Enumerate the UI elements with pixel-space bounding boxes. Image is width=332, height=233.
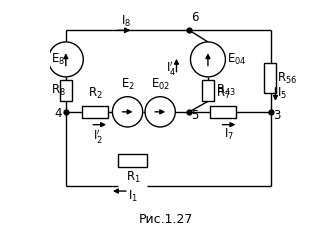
Text: R$_8$: R$_8$: [51, 83, 66, 98]
Text: R$_2$: R$_2$: [88, 86, 102, 101]
Text: I$_4'$: I$_4'$: [166, 58, 177, 77]
Text: 4: 4: [55, 106, 62, 120]
Text: 3: 3: [273, 109, 280, 122]
Text: I$_7$: I$_7$: [224, 127, 234, 142]
Bar: [82, 106, 108, 118]
Text: R$_7$: R$_7$: [216, 86, 230, 101]
Bar: [202, 80, 214, 101]
Text: E$_{04}$: E$_{04}$: [227, 52, 247, 67]
Text: I$_8$: I$_8$: [121, 14, 131, 28]
Text: E$_{02}$: E$_{02}$: [151, 77, 170, 92]
Text: 5: 5: [191, 109, 199, 122]
Text: R$_{43}$: R$_{43}$: [216, 83, 236, 98]
Text: R$_{56}$: R$_{56}$: [277, 71, 298, 86]
Bar: [264, 63, 276, 93]
Circle shape: [145, 97, 175, 127]
Bar: [210, 106, 236, 118]
Text: 6: 6: [191, 11, 199, 24]
Circle shape: [191, 42, 225, 77]
Text: E$_2$: E$_2$: [121, 77, 134, 92]
Bar: [60, 80, 72, 101]
Text: I$_1$: I$_1$: [128, 189, 138, 204]
Text: R$_1$: R$_1$: [125, 170, 140, 185]
Text: I$_2'$: I$_2'$: [93, 127, 104, 145]
Circle shape: [113, 97, 143, 127]
Text: E$_8$: E$_8$: [51, 52, 65, 67]
Text: I$_5$: I$_5$: [277, 86, 287, 101]
Text: Рис.1.27: Рис.1.27: [139, 212, 193, 226]
Circle shape: [48, 42, 83, 77]
Bar: [118, 154, 147, 167]
